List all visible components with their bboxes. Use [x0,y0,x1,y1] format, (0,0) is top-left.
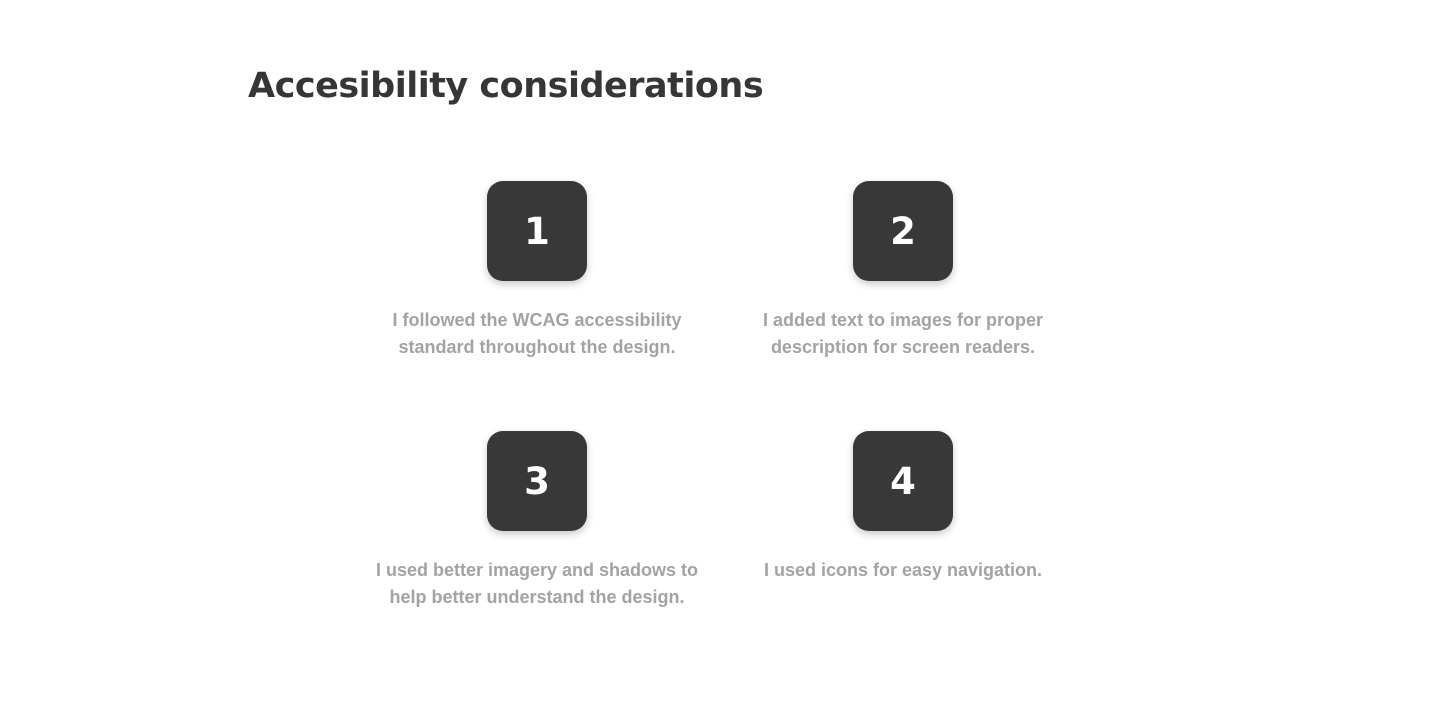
number-label-1: 1 [524,209,550,253]
number-badge-2: 2 [853,181,953,281]
number-label-4: 4 [890,459,916,503]
number-badge-4: 4 [853,431,953,531]
consideration-text-1: I followed the WCAG accessibility standa… [392,310,682,357]
consideration-item-2: 2 I added text to images for proper desc… [738,181,1068,361]
consideration-item-3: 3 I used better imagery and shadows to h… [372,431,702,611]
consideration-item-1: 1 I followed the WCAG accessibility stan… [372,181,702,361]
consideration-item-4: 4 I used icons for easy navigation. [738,431,1068,584]
consideration-text-3: I used better imagery and shadows to hel… [375,560,699,607]
consideration-text-2: I added text to images for proper descri… [762,310,1044,357]
page-title: Accesibility considerations [248,66,764,106]
number-badge-1: 1 [487,181,587,281]
consideration-text-4: I used icons for easy navigation. [763,560,1043,580]
number-badge-3: 3 [487,431,587,531]
number-label-3: 3 [524,459,550,503]
number-label-2: 2 [890,209,916,253]
